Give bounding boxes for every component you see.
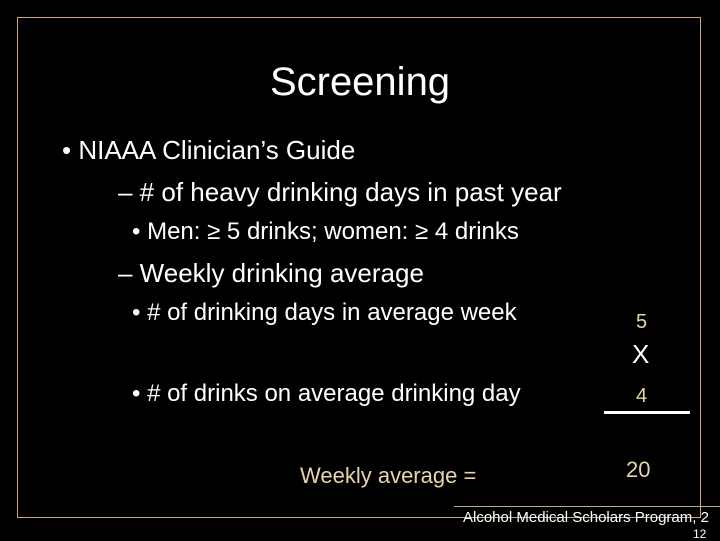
sub-bullet-heavy-days: – # of heavy drinking days in past year: [118, 177, 562, 207]
bullet-niaaa-guide: • NIAAA Clinician’s Guide: [62, 135, 356, 165]
slide-title: Screening: [269, 60, 451, 104]
calc-result-value: 20: [626, 457, 651, 482]
footer-text: Alcohol Medical Scholars Program, 2: [463, 509, 709, 526]
footer-box: [454, 506, 720, 540]
slide-frame: [17, 17, 701, 518]
sub-bullet-weekly-average: – Weekly drinking average: [118, 258, 424, 288]
sub-sub-bullet-drinks-per-day: • # of drinks on average drinking day: [132, 380, 521, 407]
calc-underline: [604, 411, 690, 414]
calc-drinks-value: 4: [636, 385, 648, 407]
page-number: 12: [693, 527, 707, 541]
calc-times-sign: X: [632, 339, 650, 369]
calc-days-value: 5: [636, 311, 648, 333]
weekly-average-label: Weekly average =: [300, 463, 477, 488]
sub-sub-bullet-drinking-days: • # of drinking days in average week: [132, 299, 517, 326]
sub-sub-bullet-thresholds: • Men: ≥ 5 drinks; women: ≥ 4 drinks: [132, 218, 519, 245]
